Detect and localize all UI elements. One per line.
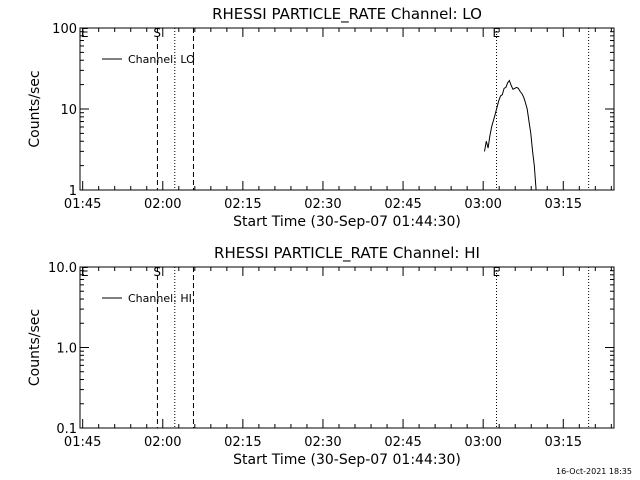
chart1-x-axis-label: Start Time (30-Sep-07 01:44:30)	[233, 452, 461, 468]
chart1-y-tick-label: 10.0	[48, 261, 77, 276]
chart1-marker-label: E	[81, 265, 89, 279]
chart1-legend-label: Channel: HI	[128, 292, 192, 305]
chart1-y-axis-label: Counts/sec	[27, 309, 43, 386]
chart0-y-tick-label: 100	[52, 22, 77, 37]
chart1-y-tick-label: 1.0	[56, 342, 77, 357]
chart1-marker-label: E	[493, 265, 501, 279]
chart1-title: RHESSI PARTICLE_RATE Channel: HI	[214, 244, 480, 263]
chart1-y-tick-label: 0.1	[56, 422, 77, 437]
chart0-marker-label: S	[153, 26, 161, 40]
chart1-x-tick-label: 01:45	[64, 435, 101, 450]
chart0-x-axis-label: Start Time (30-Sep-07 01:44:30)	[233, 214, 461, 230]
chart0-x-tick-label: 01:45	[64, 197, 101, 212]
chart0-x-tick-label: 03:00	[464, 197, 501, 212]
chart0-y-axis-label: Counts/sec	[27, 70, 43, 147]
chart0-x-tick-label: 02:00	[144, 197, 181, 212]
chart0-y-tick-label: 10	[60, 103, 77, 118]
chart1-x-tick-label: 02:15	[224, 435, 261, 450]
chart1-x-tick-label: 02:45	[384, 435, 421, 450]
chart1-x-tick-label: 03:15	[545, 435, 582, 450]
chart1-marker-label: S	[153, 265, 161, 279]
chart0-marker-label: E	[81, 26, 89, 40]
chart0-x-tick-label: 02:45	[384, 197, 421, 212]
chart0-x-tick-label: 02:15	[224, 197, 261, 212]
chart0-title: RHESSI PARTICLE_RATE Channel: LO	[212, 5, 482, 24]
chart0-series-line	[484, 79, 537, 191]
chart1-x-tick-label: 02:00	[144, 435, 181, 450]
chart0-x-tick-label: 02:30	[304, 197, 341, 212]
chart0-x-tick-label: 03:15	[545, 197, 582, 212]
chart1-x-tick-label: 03:00	[464, 435, 501, 450]
chart0-marker-label: E	[493, 26, 501, 40]
plot-timestamp: 16-Oct-2021 18:35	[556, 467, 632, 476]
chart0-y-tick-label: 1	[69, 184, 77, 199]
chart0-legend-label: Channel: LO	[128, 53, 195, 66]
chart1-x-tick-label: 02:30	[304, 435, 341, 450]
